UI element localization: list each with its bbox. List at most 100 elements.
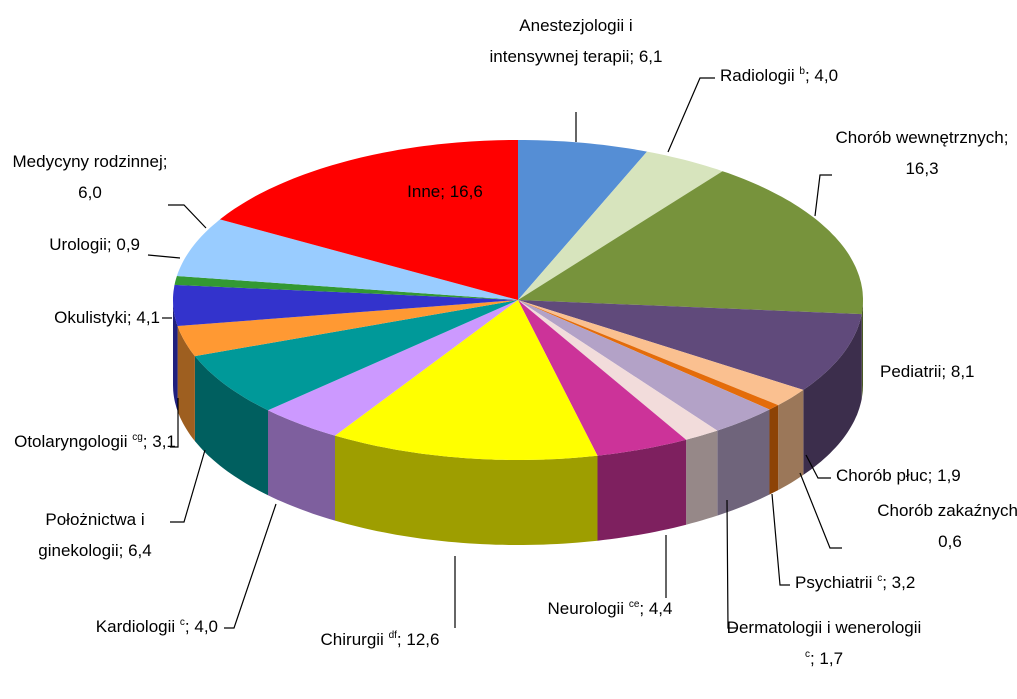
label-separator: ;	[629, 47, 639, 66]
slice-side	[173, 300, 178, 411]
leader-line	[726, 499, 738, 629]
data-label: Medycyny rodzinnej; 6,0	[5, 146, 175, 208]
data-label: Okulistyki; 4,1	[0, 302, 160, 333]
label-separator: ;	[927, 466, 938, 485]
category-label: Psychiatrii	[795, 573, 873, 592]
data-label: Anestezjologii i intensywnej terapii; 6,…	[481, 10, 671, 72]
value-label: 6,0	[78, 183, 102, 202]
footnote-mark: c	[877, 573, 883, 584]
category-label: Dermatologii i wenerologii	[726, 618, 922, 637]
value-label: 8,1	[950, 362, 975, 381]
slice-side	[268, 410, 335, 521]
label-separator: ;	[809, 649, 820, 668]
slice-side	[717, 409, 770, 516]
value-label: 1,7	[819, 649, 844, 668]
value-label: 0,9	[116, 235, 140, 254]
slice	[176, 219, 518, 300]
footnote-mark: c	[804, 649, 810, 660]
leader-line	[771, 493, 790, 586]
slice-side	[769, 405, 779, 495]
slice-side	[803, 314, 862, 475]
leader-line	[168, 204, 207, 229]
data-label: Kardiologii c; 4,0	[18, 611, 218, 642]
category-label: Chorób wewnętrznych	[835, 128, 1004, 147]
category-label: Kardiologii	[95, 617, 176, 636]
value-label: 0,6	[938, 532, 962, 551]
category-label: Medycyny rodzinnej	[12, 152, 163, 171]
leader-line	[224, 503, 277, 629]
slice	[177, 300, 518, 357]
value-label: 12,6	[406, 630, 440, 649]
data-label: Inne; 16,6	[365, 176, 525, 207]
category-label: Chirurgii	[320, 630, 384, 649]
data-label: Położnictwa i ginekologii; 6,4	[5, 504, 185, 566]
label-separator: ;	[118, 541, 129, 560]
label-separator: ;	[396, 630, 407, 649]
label-separator: ;	[1003, 128, 1009, 147]
slice	[518, 300, 779, 410]
label-separator: ;	[126, 308, 137, 327]
data-label: Neurologii ce; 4,4	[510, 593, 710, 624]
category-label: Chorób płuc	[836, 466, 928, 485]
slice	[335, 300, 598, 460]
value-label: 3,1	[152, 432, 176, 451]
value-label: 16,6	[449, 182, 483, 201]
value-label: 6,1	[638, 47, 663, 66]
category-label: Neurologii	[547, 599, 625, 618]
category-label: Otolaryngologii	[14, 432, 128, 451]
value-label: 1,9	[937, 466, 961, 485]
slice	[518, 300, 770, 431]
footnote-mark: c	[179, 617, 185, 628]
label-separator: ;	[804, 66, 815, 85]
value-label: 16,3	[905, 159, 939, 178]
slice	[518, 300, 687, 456]
label-separator: ;	[882, 573, 892, 592]
slice-side	[861, 300, 863, 400]
slice-side	[778, 389, 804, 491]
data-label: Dermatologii i wenerologii c; 1,7	[724, 612, 924, 674]
footnote-mark: cg	[132, 432, 143, 443]
slice	[518, 151, 723, 300]
category-label: Urologii	[49, 235, 107, 254]
label-separator: ;	[162, 152, 168, 171]
value-label: 4,4	[648, 599, 673, 618]
label-separator: ;	[142, 432, 153, 451]
slice	[518, 300, 718, 440]
category-label: Anestezjologii i intensywnej terapii	[489, 16, 633, 66]
slice	[518, 300, 862, 390]
data-label: Urologii; 0,9	[0, 229, 140, 260]
data-label: Otolaryngologii cg; 3,1	[5, 426, 185, 457]
footnote-mark: ce	[628, 599, 640, 610]
footnote-mark: df	[388, 630, 397, 641]
label-separator: ;	[184, 617, 195, 636]
leader-line	[805, 454, 831, 479]
leader-line	[170, 398, 179, 448]
label-separator: ;	[941, 362, 951, 381]
label-separator: ;	[106, 235, 117, 254]
leader-line	[147, 254, 181, 259]
slice	[173, 284, 518, 326]
category-label: Radiologii	[720, 66, 795, 85]
slice	[518, 300, 804, 406]
value-label: 4,0	[194, 617, 218, 636]
label-separator: ;	[639, 599, 649, 618]
slice-side	[597, 439, 687, 541]
slice-side	[177, 326, 195, 442]
leader-line	[667, 77, 715, 153]
leader-line	[814, 174, 832, 217]
value-label: 6,4	[128, 541, 152, 560]
category-label: Położnictwa i ginekologii	[38, 510, 145, 560]
label-separator: ;	[440, 182, 450, 201]
slice-side	[194, 356, 268, 496]
value-label: 4,0	[814, 66, 839, 85]
slice	[219, 140, 518, 300]
data-label: Psychiatrii c; 3,2	[795, 567, 975, 598]
slice	[174, 276, 518, 300]
slice-side	[686, 430, 718, 525]
data-label: Chorób zakaźnych; 0,6	[875, 495, 1017, 557]
data-label: Chorób wewnętrznych; 16,3	[835, 122, 1010, 184]
data-label: Radiologii b; 4,0	[720, 60, 920, 91]
footnote-mark: b	[799, 66, 805, 77]
